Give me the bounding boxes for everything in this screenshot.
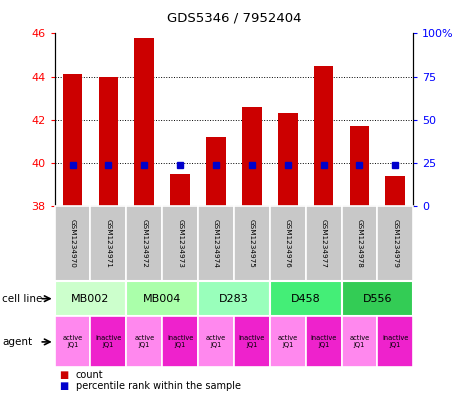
Bar: [198, 281, 270, 316]
Bar: [234, 206, 270, 281]
Bar: [342, 281, 413, 316]
Bar: [55, 316, 91, 367]
Text: cell line: cell line: [2, 294, 43, 304]
Bar: [270, 206, 306, 281]
Text: active
JQ1: active JQ1: [349, 335, 370, 349]
Bar: [306, 316, 342, 367]
Text: MB004: MB004: [143, 294, 181, 304]
Text: GSM1234979: GSM1234979: [392, 219, 399, 268]
Bar: [198, 206, 234, 281]
Text: GSM1234971: GSM1234971: [105, 219, 112, 268]
Bar: [270, 281, 342, 316]
Text: GDS5346 / 7952404: GDS5346 / 7952404: [167, 11, 301, 24]
Text: percentile rank within the sample: percentile rank within the sample: [76, 381, 241, 391]
Text: GSM1234974: GSM1234974: [213, 219, 219, 268]
Text: GSM1234978: GSM1234978: [356, 219, 362, 268]
Bar: [206, 137, 226, 206]
Text: D458: D458: [291, 294, 321, 304]
Bar: [385, 176, 405, 206]
Bar: [91, 316, 126, 367]
Bar: [126, 316, 162, 367]
Bar: [350, 126, 370, 206]
Text: inactive
JQ1: inactive JQ1: [95, 335, 122, 349]
Text: GSM1234972: GSM1234972: [141, 219, 147, 268]
Bar: [378, 316, 413, 367]
Text: D556: D556: [362, 294, 392, 304]
Text: count: count: [76, 370, 104, 380]
Bar: [162, 206, 198, 281]
Bar: [162, 316, 198, 367]
Bar: [134, 38, 154, 206]
Bar: [314, 66, 333, 206]
Bar: [170, 174, 190, 206]
Text: active
JQ1: active JQ1: [206, 335, 226, 349]
Text: GSM1234977: GSM1234977: [321, 219, 327, 268]
Text: active
JQ1: active JQ1: [277, 335, 298, 349]
Bar: [126, 281, 198, 316]
Text: MB002: MB002: [71, 294, 110, 304]
Bar: [91, 206, 126, 281]
Text: GSM1234975: GSM1234975: [249, 219, 255, 268]
Text: active
JQ1: active JQ1: [134, 335, 154, 349]
Bar: [242, 107, 262, 206]
Text: GSM1234970: GSM1234970: [69, 219, 76, 268]
Bar: [55, 206, 91, 281]
Text: inactive
JQ1: inactive JQ1: [238, 335, 265, 349]
Bar: [342, 206, 378, 281]
Text: active
JQ1: active JQ1: [62, 335, 83, 349]
Bar: [378, 206, 413, 281]
Bar: [126, 206, 162, 281]
Text: inactive
JQ1: inactive JQ1: [167, 335, 193, 349]
Text: ■: ■: [59, 381, 68, 391]
Text: D283: D283: [219, 294, 249, 304]
Bar: [234, 316, 270, 367]
Text: agent: agent: [2, 337, 32, 347]
Text: inactive
JQ1: inactive JQ1: [382, 335, 408, 349]
Text: GSM1234973: GSM1234973: [177, 219, 183, 268]
Bar: [278, 114, 298, 206]
Bar: [63, 74, 83, 206]
Bar: [270, 316, 306, 367]
Bar: [198, 316, 234, 367]
Text: ■: ■: [59, 370, 68, 380]
Text: inactive
JQ1: inactive JQ1: [310, 335, 337, 349]
Bar: [306, 206, 342, 281]
Bar: [342, 316, 378, 367]
Bar: [55, 281, 126, 316]
Text: GSM1234976: GSM1234976: [285, 219, 291, 268]
Bar: [98, 77, 118, 206]
